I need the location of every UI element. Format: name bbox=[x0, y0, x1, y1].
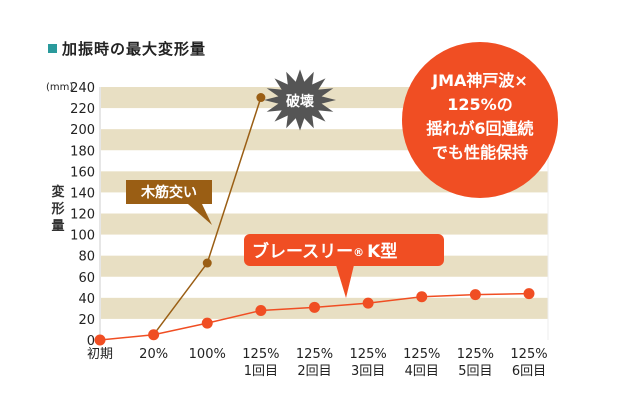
data-point bbox=[309, 301, 320, 313]
y-tick-label: 60 bbox=[78, 271, 95, 286]
wood-label: 木筋交い bbox=[140, 184, 197, 201]
burst-label: 破壊 bbox=[286, 93, 315, 110]
data-point bbox=[523, 288, 535, 300]
y-axis-label-char: 変 bbox=[51, 184, 64, 200]
circle-line-1: JMA神戸波× bbox=[431, 71, 528, 90]
wood-callout-pointer bbox=[188, 204, 212, 225]
y-axis-label: 変形量 bbox=[51, 184, 64, 234]
burst-annotation: 破壊 bbox=[264, 69, 336, 131]
y-tick-label: 160 bbox=[70, 165, 95, 180]
x-tick-label: 125% bbox=[296, 347, 333, 362]
series-group bbox=[94, 93, 535, 346]
y-unit: (mm) bbox=[46, 82, 73, 93]
band bbox=[101, 213, 548, 235]
data-point bbox=[148, 329, 160, 341]
circle-line-2: 125%の bbox=[447, 95, 512, 114]
x-tick-label: 125% bbox=[242, 347, 279, 362]
wood-callout: 木筋交い bbox=[126, 180, 212, 225]
band bbox=[101, 297, 548, 319]
x-tick-label: 20% bbox=[139, 347, 168, 362]
data-point bbox=[202, 258, 212, 268]
data-point bbox=[416, 291, 428, 303]
x-tick-label: 125% bbox=[350, 347, 387, 362]
y-ticks: 0 20 40 60 80 100 120 140 160 180 200 220 240 bbox=[70, 81, 95, 349]
data-point bbox=[94, 334, 106, 346]
x-tick-label-sub: 4回目 bbox=[405, 364, 439, 379]
data-point bbox=[201, 317, 213, 329]
x-tick-label-sub: 2回目 bbox=[297, 364, 331, 379]
x-tick-label: 125% bbox=[457, 347, 494, 362]
circle-line-3: 揺れが6回連続 bbox=[426, 119, 533, 138]
y-tick-label: 40 bbox=[78, 292, 95, 307]
y-axis-label-char: 形 bbox=[51, 202, 64, 217]
y-tick-label: 80 bbox=[78, 250, 95, 265]
chart-title-text: 加振時の最大変形量 bbox=[62, 40, 207, 58]
circle-line-4: でも性能保持 bbox=[432, 143, 528, 162]
x-tick-label-sub: 3回目 bbox=[351, 364, 385, 379]
y-tick-label: 100 bbox=[70, 229, 95, 244]
x-tick-label: 125% bbox=[510, 347, 547, 362]
x-tick-label: 初期 bbox=[87, 347, 113, 362]
x-tick-label-sub: 1回目 bbox=[244, 364, 278, 379]
data-point bbox=[469, 289, 481, 301]
chart-title: 加振時の最大変形量 bbox=[48, 38, 206, 59]
x-tick-label-sub: 5回目 bbox=[458, 364, 492, 379]
x-tick-label-sub: 6回目 bbox=[512, 364, 546, 379]
k-label-reg: ® bbox=[353, 246, 364, 259]
burst-icon bbox=[264, 69, 336, 131]
k-label-main: ブレースリー bbox=[252, 241, 353, 262]
y-tick-label: 20 bbox=[78, 313, 95, 328]
x-tick-label: 125% bbox=[403, 347, 440, 362]
highlight-circle-bg bbox=[402, 42, 558, 198]
k-callout-box bbox=[244, 234, 444, 266]
data-point bbox=[362, 297, 374, 309]
highlight-circle: JMA神戸波× 125%の 揺れが6回連続 でも性能保持 bbox=[402, 42, 558, 198]
data-point bbox=[255, 304, 267, 316]
y-tick-label: 220 bbox=[70, 102, 95, 117]
k-label-type: K型 bbox=[367, 241, 397, 262]
y-tick-label: 180 bbox=[70, 144, 95, 159]
title-square-icon bbox=[48, 44, 57, 53]
y-axis-label-char: 量 bbox=[51, 219, 64, 234]
y-tick-label: 120 bbox=[70, 208, 95, 223]
k-label: ブレースリー® K型 bbox=[252, 241, 397, 262]
y-tick-label: 200 bbox=[70, 123, 95, 138]
k-callout-pointer bbox=[336, 265, 354, 298]
y-tick-label: 140 bbox=[70, 186, 95, 201]
x-tick-label: 100% bbox=[189, 347, 226, 362]
k-callout: ブレースリー® K型 bbox=[244, 234, 444, 298]
wood-callout-box bbox=[126, 180, 212, 204]
x-ticks: 初期 20% 100% 125% 1回目 125% 2回目 125% 3回目 125% 4回目 125… bbox=[87, 347, 548, 379]
y-tick-label: 0 bbox=[87, 334, 95, 349]
data-point bbox=[256, 93, 266, 103]
y-tick-label: 240 bbox=[70, 81, 95, 96]
